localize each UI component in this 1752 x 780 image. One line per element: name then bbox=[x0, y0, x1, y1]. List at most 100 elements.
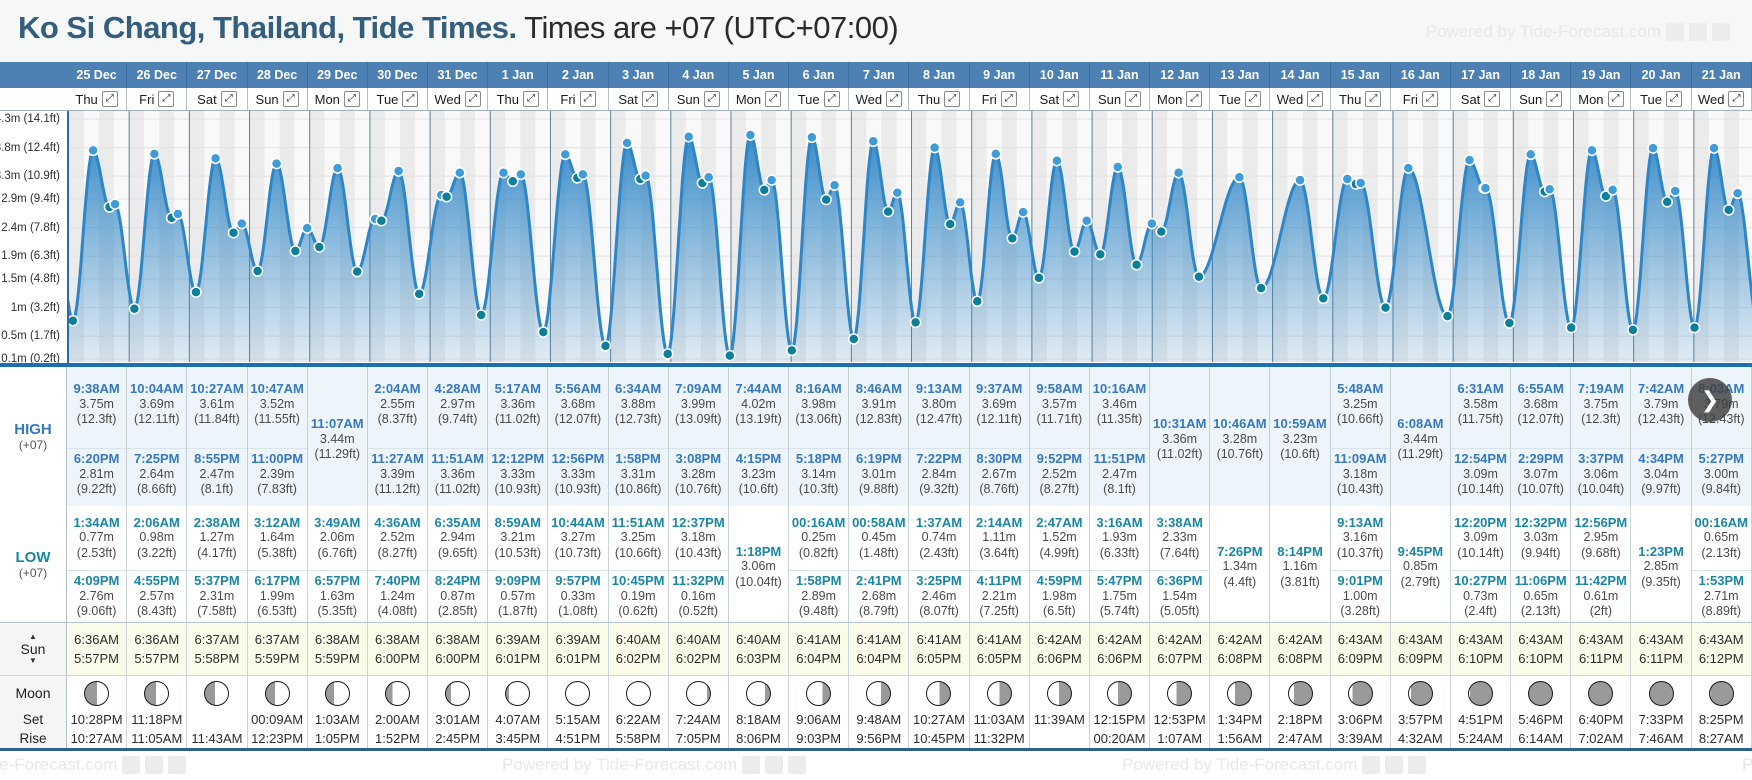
expand-day-icon[interactable]: ⤢ bbox=[1607, 91, 1624, 107]
sun-label-cell[interactable]: ▲ Sun ▼ bbox=[0, 623, 67, 675]
low-tide-height-ft: (2ft) bbox=[1589, 604, 1612, 618]
high-tide-cell: 5:48AM 3.25m (10.66ft) 11:09AM 3.18m (10.43ft… bbox=[1330, 367, 1391, 506]
high-tide-height-m: 4.02m bbox=[741, 396, 776, 411]
weekday-label: Sat bbox=[618, 91, 638, 107]
expand-day-icon[interactable]: ⤢ bbox=[765, 91, 782, 107]
moonset-time: 6:22AM bbox=[615, 712, 661, 727]
expand-day-icon[interactable]: ⤢ bbox=[1484, 91, 1501, 107]
sunrise-time: 6:41AM bbox=[976, 632, 1022, 647]
weekday-label: Fri bbox=[981, 91, 997, 107]
expand-day-icon[interactable]: ⤢ bbox=[823, 91, 840, 107]
expand-day-icon[interactable]: ⤢ bbox=[343, 91, 360, 107]
watermark-text: Powered by Tide-Forecast.com bbox=[502, 755, 738, 774]
moon-cell bbox=[609, 676, 669, 710]
high-tide-height-ft: (11.35ft) bbox=[1096, 412, 1143, 427]
expand-day-icon[interactable]: ⤢ bbox=[220, 91, 237, 107]
expand-day-icon[interactable]: ⤢ bbox=[703, 91, 720, 107]
high-tide-point bbox=[765, 174, 778, 186]
weekday-cell: Fri ⤢ bbox=[127, 88, 188, 110]
chevron-right-icon: ❯ bbox=[1700, 387, 1720, 412]
high-tide-cell: 6:55AM 3.68m (12.07ft) 2:29PM 3.07m (10.07ft) bbox=[1511, 367, 1572, 506]
high-tide-point bbox=[744, 129, 757, 141]
expand-day-icon[interactable]: ⤢ bbox=[579, 91, 596, 107]
expand-day-icon[interactable]: ⤢ bbox=[1125, 91, 1142, 107]
high-tide-entry: 8:30PM 2.67m (8.76ft) bbox=[969, 448, 1029, 500]
expand-day-icon[interactable]: ⤢ bbox=[402, 91, 419, 107]
sun-cell: 6:38AM 6:00PM bbox=[428, 623, 489, 675]
watermark-icon bbox=[1712, 23, 1730, 41]
low-tide-entry: 10:27PM 0.73m (2.4ft) bbox=[1450, 570, 1511, 622]
expand-day-icon[interactable]: ⤢ bbox=[522, 91, 539, 107]
expand-day-icon[interactable]: ⤢ bbox=[1307, 91, 1324, 107]
expand-day-icon[interactable]: ⤢ bbox=[1546, 91, 1563, 107]
moonrise-cell bbox=[1030, 729, 1090, 748]
low-tide-time: 9:13AM bbox=[1337, 514, 1384, 530]
high-tide-point bbox=[1341, 173, 1354, 185]
low-tide-entry: 11:06PM 0.65m (2.13ft) bbox=[1511, 570, 1571, 622]
high-tide-entry: 1:58PM 3.31m (10.86ft) bbox=[608, 448, 668, 500]
moon-phase-icon bbox=[685, 680, 711, 706]
expand-day-icon[interactable]: ⤢ bbox=[1421, 91, 1438, 107]
date-header-cell: 18 Jan bbox=[1511, 62, 1572, 88]
expand-day-icon[interactable]: ⤢ bbox=[1000, 91, 1017, 107]
expand-day-icon[interactable]: ⤢ bbox=[641, 91, 658, 107]
low-tide-height-m: 3.03m bbox=[1523, 530, 1559, 544]
expand-day-icon[interactable]: ⤢ bbox=[944, 91, 961, 107]
expand-day-icon[interactable]: ⤢ bbox=[1063, 91, 1080, 107]
high-tide-time: 9:52PM bbox=[1036, 451, 1083, 467]
high-tide-entry: 6:08AM 3.44m (11.29ft) bbox=[1391, 414, 1450, 465]
sun-cell: 6:43AM 6:10PM bbox=[1451, 623, 1512, 675]
high-tide-height-ft: (12.07ft) bbox=[1517, 412, 1564, 427]
sunset-arrow-icon: ▼ bbox=[29, 656, 37, 665]
date-header-cell: 31 Dec bbox=[428, 62, 489, 88]
date-header-cell: 7 Jan bbox=[849, 62, 910, 88]
high-tide-entry: 9:37AM 3.69m (12.11ft) bbox=[970, 379, 1029, 430]
expand-day-icon[interactable]: ⤢ bbox=[1244, 91, 1261, 107]
expand-day-icon[interactable]: ⤢ bbox=[158, 91, 175, 107]
low-tide-height-m: 2.52m bbox=[380, 530, 415, 544]
weekday-cell: Sat ⤢ bbox=[609, 88, 669, 110]
high-tide-point bbox=[828, 179, 841, 192]
low-tide-cell: 00:58AM 0.45m (1.48ft) 2:41PM 2.68m (8.79ft) bbox=[849, 506, 910, 622]
next-page-button[interactable]: ❯ bbox=[1688, 378, 1732, 422]
y-axis-label: 1m (3.2ft) bbox=[10, 301, 60, 314]
low-tide-entry: 1:53PM 2.71m (8.89ft) bbox=[1691, 570, 1751, 622]
expand-day-icon[interactable]: ⤢ bbox=[1728, 91, 1745, 107]
high-tide-entry: 5:56AM 3.68m (12.07ft) bbox=[548, 379, 607, 430]
high-tide-time: 7:22PM bbox=[916, 451, 962, 467]
low-tide-height-m: 0.65m bbox=[1703, 530, 1739, 544]
low-tide-time: 3:38AM bbox=[1156, 514, 1203, 530]
high-tide-time: 5:17AM bbox=[494, 381, 541, 397]
high-tide-entry: 11:51AM 3.36m (11.02ft) bbox=[428, 448, 488, 500]
high-tide-height-m: 3.06m bbox=[1583, 466, 1619, 481]
high-tide-cell: 10:47AM 3.52m (11.55ft) 11:00PM 2.39m (7.83ft… bbox=[247, 367, 308, 506]
low-tide-time: 00:16AM bbox=[1694, 514, 1748, 530]
expand-day-icon[interactable]: ⤢ bbox=[1186, 91, 1203, 107]
sun-cell: 6:40AM 6:03PM bbox=[729, 623, 790, 675]
weekday-label: Fri bbox=[560, 91, 576, 107]
expand-day-icon[interactable]: ⤢ bbox=[101, 91, 118, 107]
expand-day-icon[interactable]: ⤢ bbox=[464, 91, 481, 107]
expand-day-icon[interactable]: ⤢ bbox=[1365, 91, 1382, 107]
low-tide-height-ft: (9.48ft) bbox=[798, 604, 839, 618]
low-tide-entry: 4:55PM 2.57m (8.43ft) bbox=[127, 570, 187, 622]
low-tide-height-m: 1.98m bbox=[1041, 588, 1077, 603]
low-tide-height-m: 1.99m bbox=[259, 588, 295, 603]
sun-cell: 6:42AM 6:06PM bbox=[1030, 623, 1090, 675]
expand-day-icon[interactable]: ⤢ bbox=[282, 91, 299, 107]
moonset-cell: 3:57PM bbox=[1391, 710, 1451, 729]
low-tide-time: 1:34AM bbox=[73, 514, 120, 530]
expand-day-icon[interactable]: ⤢ bbox=[1666, 91, 1683, 107]
low-tide-height-ft: (7.64ft) bbox=[1159, 545, 1200, 560]
date-header-cell: 16 Jan bbox=[1391, 62, 1451, 88]
high-tide-cell: 8:16AM 3.98m (13.06ft) 5:18PM 3.14m (10.3ft) bbox=[789, 367, 850, 506]
expand-day-icon[interactable]: ⤢ bbox=[886, 91, 903, 107]
low-tide-entry: 1:23PM 2.85m (9.35ft) bbox=[1631, 542, 1690, 593]
low-tide-entry: 00:58AM 0.45m (1.48ft) bbox=[849, 513, 908, 564]
moon-cell bbox=[368, 676, 429, 710]
low-tide-time: 9:09PM bbox=[495, 573, 541, 588]
low-tide-height-m: 1.54m bbox=[1162, 588, 1198, 603]
date-header-cell: 20 Jan bbox=[1631, 62, 1692, 88]
low-tide-time: 8:14PM bbox=[1277, 543, 1323, 559]
high-tide-height-m: 3.36m bbox=[1162, 431, 1198, 446]
